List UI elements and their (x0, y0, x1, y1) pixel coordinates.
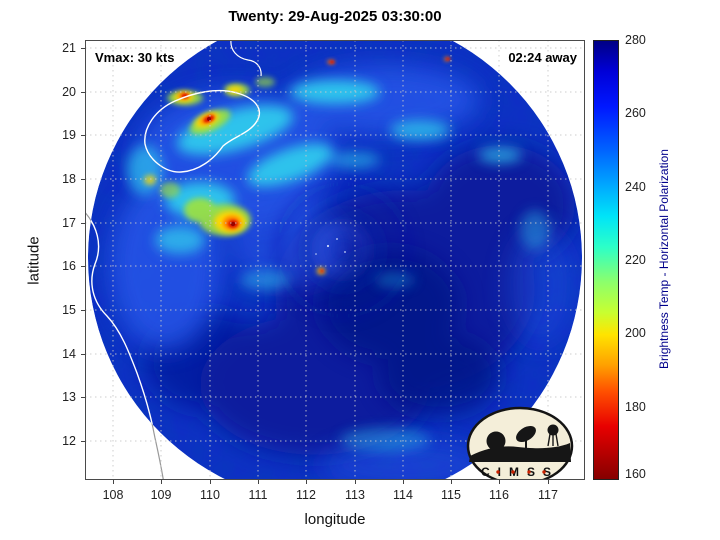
x-tick-mark (499, 480, 500, 484)
x-tick-label: 117 (538, 488, 558, 502)
x-tick-label: 109 (150, 488, 172, 502)
cimss-logo-text: CIMSS (481, 465, 559, 479)
x-tick-mark (451, 480, 452, 484)
center-specks (315, 238, 346, 255)
eta-annotation: 02:24 away (508, 50, 577, 65)
grid-lines (85, 40, 585, 480)
x-tick-mark (548, 480, 549, 484)
x-tick-label: 115 (441, 488, 461, 502)
x-tick-label: 110 (200, 488, 220, 502)
colorbar-title: Brightness Temp - Horizontal Polarizatio… (657, 149, 671, 369)
coastline-leizhou (230, 40, 262, 77)
colorbar-tick-label: 260 (625, 106, 646, 120)
colorbar-tick-label: 180 (625, 400, 646, 414)
y-tick-label: 20 (62, 85, 76, 99)
y-tick-label: 16 (62, 259, 76, 273)
y-tick-mark (81, 48, 85, 49)
x-tick-mark (113, 480, 114, 484)
y-tick-mark (81, 310, 85, 311)
x-tick-mark (258, 480, 259, 484)
colorbar-tick-label: 160 (625, 467, 646, 481)
x-tick-label: 111 (248, 488, 268, 502)
x-tick-mark (210, 480, 211, 484)
storm-heatmap-image: CIMSS (85, 40, 585, 480)
x-tick-label: 116 (489, 488, 509, 502)
y-tick-mark (81, 354, 85, 355)
logo-tower-icon (547, 424, 559, 436)
logo-radome-icon (486, 431, 506, 451)
y-tick-mark (81, 266, 85, 267)
x-axis-label: longitude (304, 511, 366, 528)
deep-navy-regions (320, 250, 500, 415)
x-tick-label: 108 (102, 488, 124, 502)
x-tick-label: 112 (296, 488, 316, 502)
x-tick-label: 114 (393, 488, 413, 502)
y-tick-mark (81, 179, 85, 180)
y-tick-mark (81, 92, 85, 93)
colorbar-tick-label: 220 (625, 253, 646, 267)
plot-title: Twenty: 29-Aug-2025 03:30:00 (228, 8, 442, 25)
x-tick-mark (161, 480, 162, 484)
colorbar (593, 40, 619, 480)
logo-dish-icon (516, 425, 536, 443)
y-tick-label: 21 (62, 41, 76, 55)
x-tick-mark (403, 480, 404, 484)
y-tick-label: 19 (62, 128, 76, 142)
y-tick-label: 12 (62, 434, 76, 448)
plot-border (85, 40, 585, 480)
x-tick-mark (355, 480, 356, 484)
x-tick-label: 113 (345, 488, 365, 502)
circulation-swirl (273, 180, 413, 320)
y-tick-label: 17 (62, 216, 76, 230)
y-tick-mark (81, 441, 85, 442)
coastline-hainan (144, 89, 261, 173)
vmax-annotation: Vmax: 30 kts (95, 50, 175, 65)
cimss-logo: CIMSS (466, 406, 574, 480)
x-tick-mark (306, 480, 307, 484)
colorbar-tick-label: 200 (625, 326, 646, 340)
y-axis-label: latitude (25, 236, 43, 285)
plot-area: CIMSS Vmax: 30 kts 02:24 away (85, 40, 585, 480)
y-tick-label: 18 (62, 172, 76, 186)
y-tick-mark (81, 135, 85, 136)
y-tick-label: 13 (62, 390, 76, 404)
y-tick-mark (81, 397, 85, 398)
y-tick-label: 15 (62, 303, 76, 317)
y-tick-mark (81, 223, 85, 224)
colorbar-tick-label: 240 (625, 180, 646, 194)
logo-red-dots (496, 470, 546, 474)
y-tick-label: 14 (62, 347, 76, 361)
colorbar-tick-label: 280 (625, 33, 646, 47)
